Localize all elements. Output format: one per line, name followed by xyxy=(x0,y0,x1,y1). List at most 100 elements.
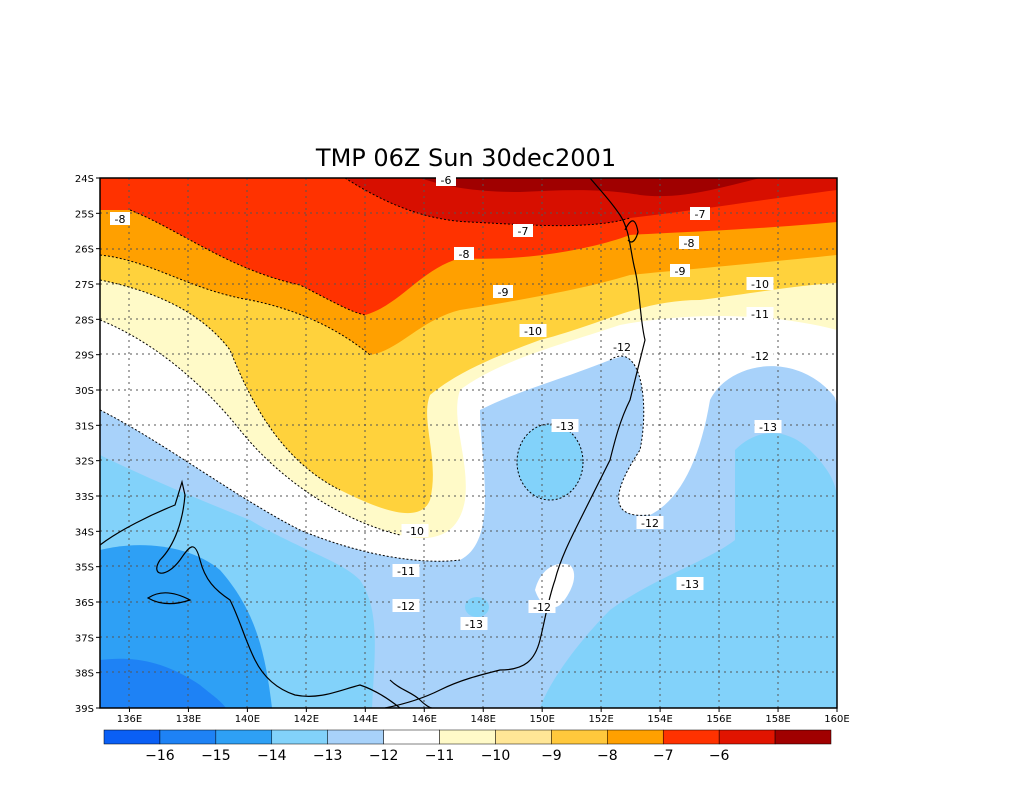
contour-label-bg xyxy=(608,340,636,353)
contour-label-bg xyxy=(551,419,579,432)
contour-label-bg xyxy=(754,420,782,433)
band-gt6 xyxy=(420,178,760,197)
colorbar-label: −13 xyxy=(313,748,343,764)
contour-label: -8 xyxy=(459,248,470,261)
colorbar-swatch xyxy=(607,729,664,745)
contour-label: -12 xyxy=(533,601,551,614)
contour-label-bg xyxy=(690,207,710,220)
colorbar-label: −11 xyxy=(425,748,455,764)
contour-label: -8 xyxy=(115,213,126,226)
band-12-11-east xyxy=(610,330,837,516)
lon-tick-label: 136E xyxy=(117,714,142,725)
contour-labels: -6 -8 -7 -7 -8 -8 -9 -9 -10 -10 -11 -12 -12 -13 -13 -12… xyxy=(110,173,782,631)
band-7-6 xyxy=(345,178,837,226)
colorbar xyxy=(103,729,832,745)
lat-tick-label: 31S xyxy=(75,421,94,432)
contour-label-bg xyxy=(513,224,533,237)
colorbar-swatch xyxy=(551,729,608,745)
lat-tick-label: 33S xyxy=(75,492,94,503)
lon-tick-label: 138E xyxy=(176,714,201,725)
colorbar-swatch xyxy=(495,729,552,745)
longitude-axis: 136E 138E 140E 142E 144E 146E 148E 150E 152E 154E… xyxy=(117,708,850,725)
colorbar-label: −15 xyxy=(201,748,231,764)
colorbar-swatch xyxy=(159,729,217,745)
contour-label: -6 xyxy=(441,174,452,187)
contour-label-bg xyxy=(528,600,556,613)
colorbar-swatch xyxy=(774,729,832,745)
colorbar-label: −12 xyxy=(369,748,399,764)
contour-label-bg xyxy=(436,173,456,186)
contour-lines xyxy=(100,178,651,562)
lat-tick-label: 26S xyxy=(75,245,94,256)
colorbar-label: −14 xyxy=(257,748,287,764)
colorbar-labels: −16 −15 −14 −13 −12 −11 −10 −9 −8 −7 −6 xyxy=(145,748,729,764)
contour-label-bg xyxy=(746,349,774,362)
lat-tick-label: 30S xyxy=(75,386,94,397)
colorbar-swatch xyxy=(103,729,161,745)
contour-label: -13 xyxy=(465,618,483,631)
colorbar-label: −6 xyxy=(709,748,730,764)
contour-label-bg xyxy=(401,524,429,537)
colorbar-label: −9 xyxy=(541,748,562,764)
contour-label: -7 xyxy=(695,208,706,221)
contour-label-bg xyxy=(676,577,704,590)
band-16-15 xyxy=(100,658,226,708)
colorbar-label: −10 xyxy=(481,748,511,764)
contour-label-bg xyxy=(746,277,774,290)
lat-tick-label: 35S xyxy=(75,563,94,574)
warm-cell-south xyxy=(535,563,575,608)
contour-label-bg xyxy=(392,599,420,612)
band-14-13-east xyxy=(540,433,837,708)
lon-tick-label: 158E xyxy=(765,714,790,725)
lon-tick-label: 150E xyxy=(529,714,554,725)
lat-tick-label: 24S xyxy=(75,174,94,185)
contour-label-bg xyxy=(460,617,488,630)
colorbar-label: −16 xyxy=(145,748,175,764)
lon-tick-label: 160E xyxy=(824,714,849,725)
contour-label-bg xyxy=(670,264,690,277)
contour-label: -13 xyxy=(556,420,574,433)
lon-tick-label: 154E xyxy=(647,714,672,725)
cold-cell-central xyxy=(517,424,583,500)
lat-tick-label: 25S xyxy=(75,209,94,220)
cold-cell-small xyxy=(465,597,489,617)
colorbar-swatch xyxy=(271,729,328,745)
contour-label: -10 xyxy=(524,325,542,338)
colorbar-swatch xyxy=(662,729,720,745)
contour-label: -11 xyxy=(751,308,769,321)
contour-label-bg xyxy=(392,564,420,577)
lat-tick-label: 34S xyxy=(75,527,94,538)
contour-label: -7 xyxy=(518,225,529,238)
colorbar-label: −7 xyxy=(653,748,674,764)
colorbar-label: −8 xyxy=(597,748,618,764)
latitude-axis: 24S 25S 26S 27S 28S 29S 30S 31S 32S 33S 34S 35S 36S 3… xyxy=(75,174,100,715)
contour-label: -12 xyxy=(641,517,659,530)
lon-tick-label: 156E xyxy=(706,714,731,725)
lon-tick-label: 140E xyxy=(235,714,260,725)
contour-label: -11 xyxy=(397,565,415,578)
contour-label: -10 xyxy=(406,525,424,538)
colorbar-swatch xyxy=(327,729,384,745)
contour-label-bg xyxy=(493,285,513,298)
colorbar-swatch xyxy=(215,729,273,745)
contour-label-bg xyxy=(746,307,774,320)
colorbar-swatch xyxy=(718,729,776,745)
lat-tick-label: 38S xyxy=(75,669,94,680)
contour-label: -12 xyxy=(613,341,631,354)
lat-tick-label: 36S xyxy=(75,598,94,609)
contour-label-bg xyxy=(454,247,474,260)
contour-label: -13 xyxy=(681,578,699,591)
contour-label-bg xyxy=(519,324,547,337)
contour-label: -12 xyxy=(397,600,415,613)
lon-tick-label: 146E xyxy=(412,714,437,725)
filled-contours xyxy=(100,178,837,708)
colorbar-swatch xyxy=(439,729,496,745)
plot-frame xyxy=(99,177,838,709)
lat-tick-label: 28S xyxy=(75,315,94,326)
lat-tick-label: 27S xyxy=(75,280,94,291)
map-title: TMP 06Z Sun 30dec2001 xyxy=(315,144,616,172)
contour-label: -9 xyxy=(498,286,509,299)
lon-tick-label: 148E xyxy=(471,714,496,725)
graticule xyxy=(100,178,837,708)
contour-label: -9 xyxy=(675,265,686,278)
